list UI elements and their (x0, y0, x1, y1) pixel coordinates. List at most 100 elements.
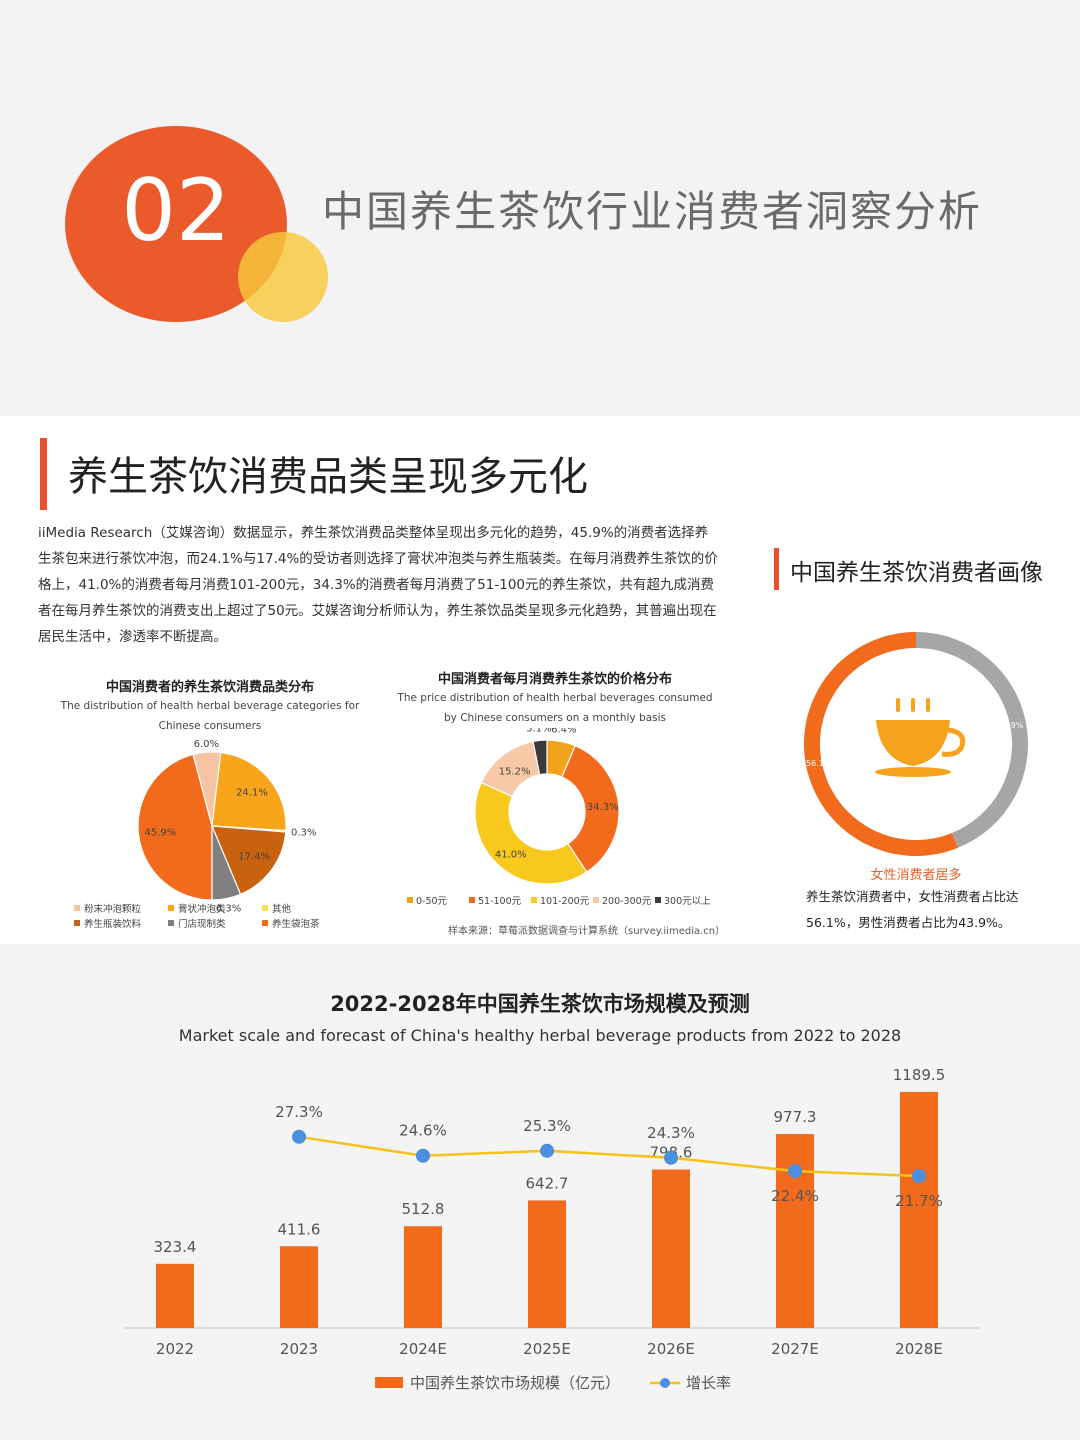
pie1-label-4: 17.4% (238, 852, 270, 863)
donut2-legend-label: 51-100元 (478, 896, 522, 907)
donut2-subtitle: The price distribution of health herbal … (397, 692, 713, 724)
growth-line (298, 1135, 920, 1178)
tea-cup-icon (875, 698, 966, 777)
x-tick-label: 2027E (771, 1340, 819, 1358)
growth-label: 22.4% (771, 1187, 819, 1205)
bar-value-label: 411.6 (278, 1220, 321, 1238)
portrait-note: 养生茶饮消费者中，女性消费者占比达56.1%，男性消费者占比为43.9%。 (806, 889, 1019, 930)
pie1-label-0: 45.9% (145, 828, 177, 839)
market-chart-subtitle: Market scale and forecast of China's hea… (178, 1026, 902, 1045)
growth-point (416, 1148, 430, 1163)
growth-point (788, 1164, 802, 1179)
pie1-label-2: 24.1% (236, 788, 268, 799)
pie1-title: 中国消费者的养生茶饮消费品类分布 (105, 680, 314, 695)
donut2-legend-swatch (593, 897, 599, 903)
pie1-label-5: 6.3% (216, 903, 241, 914)
donut2-label-0: 6.4% (551, 728, 576, 736)
pie1-legend-label: 养生瓶装饮料 (84, 918, 142, 930)
portrait-accent-bar (774, 548, 779, 590)
donut2-legend-swatch (407, 897, 413, 903)
x-tick-label: 2024E (399, 1340, 447, 1358)
pie1-legend-label: 其他 (272, 903, 292, 915)
donut2-legend-label: 300元以上 (664, 896, 711, 907)
bar-value-label: 977.3 (774, 1108, 817, 1126)
pie1-legend-swatch (168, 905, 174, 911)
portrait-title: 中国养生茶饮消费者画像 (790, 560, 1043, 586)
pie1-legend-swatch (262, 905, 268, 911)
panel-description: iiMedia Research（艾媒咨询）数据显示，养生茶饮消费品类整体呈现出… (38, 525, 718, 645)
growth-label: 21.7% (895, 1192, 943, 1210)
growth-label: 27.3% (275, 1103, 323, 1121)
gender-donut-chart: 56.1% 43.9% (804, 632, 1028, 856)
bar-value-label: 512.8 (402, 1200, 445, 1218)
gender-slice-male (916, 632, 1028, 848)
gender-label-male: 43.9% (998, 721, 1024, 730)
donut2-legend-label: 101-200元 (540, 896, 590, 907)
legend-bar-swatch (375, 1377, 403, 1388)
combo-legend: 中国养生茶饮市场规模（亿元） 增长率 (375, 1374, 731, 1392)
legend-bar-label: 中国养生茶饮市场规模（亿元） (410, 1374, 620, 1392)
donut2-label-4: 3.1% (526, 728, 551, 734)
legend-line-label: 增长率 (686, 1374, 731, 1392)
growth-point (540, 1143, 554, 1158)
market-combo-chart: 323.42022411.62023512.82024E642.72025E79… (125, 1066, 980, 1392)
x-tick-label: 2028E (895, 1340, 943, 1358)
bar-2022 (156, 1263, 194, 1328)
panel-title: 养生茶饮消费品类呈现多元化 (68, 454, 588, 500)
pie1-slice-2 (211, 751, 287, 832)
pie1-slice-5 (211, 825, 242, 901)
donut2-title: 中国消费者每月消费养生茶饮的价格分布 (437, 672, 672, 687)
donut2-label-1: 34.3% (587, 802, 619, 813)
pie1-legend-label: 门店现制类 (178, 918, 226, 930)
source-note: 样本来源：草莓派数据调查与计算系统（survey.iimedia.cn） (448, 926, 726, 937)
pie1-chart: 45.9% 6.0% 24.1% 0.3% 17.4% 6.3% 粉末冲泡颗粒 膏状冲泡类 其他… (74, 739, 320, 930)
bar-value-label: 323.4 (154, 1238, 197, 1256)
gender-label-female: 56.1% (806, 759, 832, 768)
market-chart-title: 2022-2028年中国养生茶饮市场规模及预测 (330, 992, 750, 1016)
pie1-legend-swatch (74, 905, 80, 911)
accent-circle (238, 232, 328, 322)
donut2-legend-label: 200-300元 (602, 896, 652, 907)
pie1-slice-4 (211, 825, 287, 896)
bar-2025E (528, 1200, 566, 1328)
section-number: 02 (121, 161, 231, 261)
x-tick-label: 2022 (156, 1340, 194, 1358)
growth-label: 25.3% (523, 1117, 571, 1135)
donut2-legend-swatch (469, 897, 475, 903)
donut2-legend-swatch (655, 897, 661, 903)
growth-label: 24.3% (647, 1124, 695, 1142)
growth-point (292, 1129, 306, 1144)
x-tick-label: 2023 (280, 1340, 318, 1358)
growth-point (912, 1169, 926, 1183)
donut2-slice-1 (561, 744, 620, 873)
donut2-legend-swatch (531, 897, 537, 903)
bar-2027E (776, 1134, 814, 1328)
bar-2026E (652, 1169, 690, 1328)
title-accent-bar (40, 438, 47, 510)
donut2-legend-label: 0-50元 (416, 896, 448, 907)
pie1-label-3: 0.3% (291, 828, 316, 839)
donut2-chart: 6.4% 34.3% 41.0% 15.2% 3.1% 0-50元 51-100元 101-2… (407, 728, 711, 907)
donut2-slice-4 (532, 739, 548, 776)
bar-value-label: 1189.5 (893, 1066, 946, 1084)
pie1-legend-label: 养生袋泡茶 (272, 918, 320, 930)
donut2-slice-2 (474, 781, 588, 885)
pie1-slice-0 (137, 753, 213, 901)
pie1-legend-swatch (262, 920, 268, 926)
bar-2023 (280, 1246, 318, 1328)
portrait-highlight: 女性消费者居多 (870, 868, 962, 883)
pie1-label-1: 6.0% (194, 739, 219, 750)
x-tick-label: 2026E (647, 1340, 695, 1358)
section-title: 中国养生茶饮行业消费者洞察分析 (322, 187, 983, 236)
bar-2024E (404, 1226, 442, 1328)
bar-value-label: 642.7 (526, 1174, 569, 1192)
pie1-legend-swatch (74, 920, 80, 926)
donut2-label-2: 41.0% (495, 850, 527, 861)
pie1-legend-label: 膏状冲泡类 (178, 903, 226, 915)
pie1-legend-swatch (168, 920, 174, 926)
bar-2028E (900, 1091, 938, 1328)
donut2-label-3: 15.2% (499, 766, 531, 777)
growth-label: 24.6% (399, 1122, 447, 1140)
pie1-subtitle: The distribution of health herbal bevera… (60, 700, 360, 732)
pie1-legend-label: 粉末冲泡颗粒 (84, 903, 142, 915)
